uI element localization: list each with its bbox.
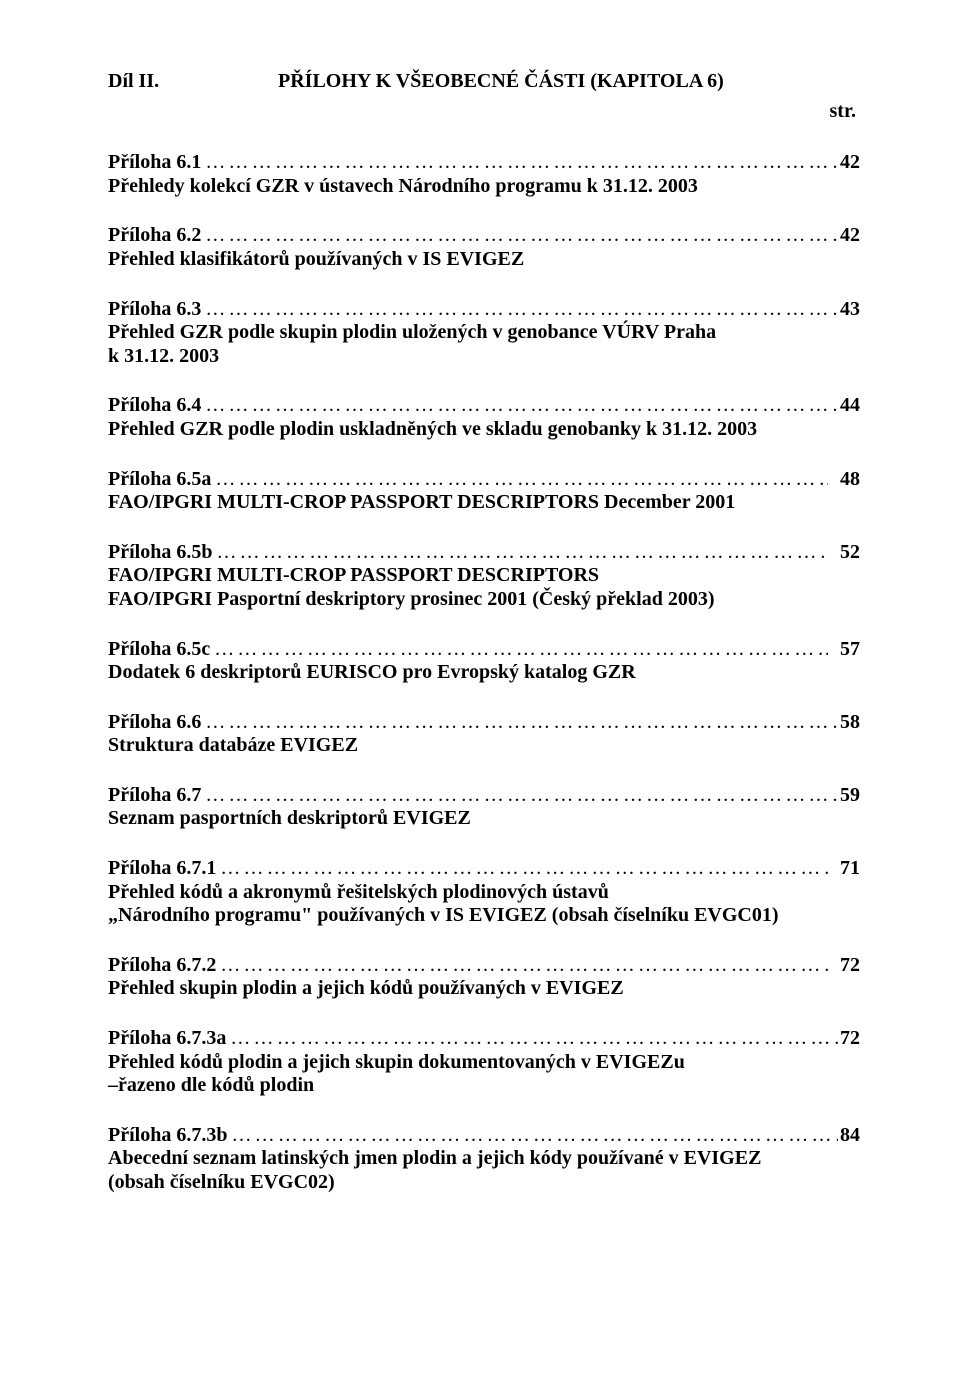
leader-dots [201,394,838,418]
toc-entry-description: Dodatek 6 deskriptorů EURISCO pro Evrops… [108,661,860,685]
header-right: PŘÍLOHY K VŠEOBECNÉ ČÁSTI (KAPITOLA 6) [278,70,860,94]
leader-dots [210,638,828,662]
toc-page-number: 42 [838,224,860,248]
toc-entry: Příloha 6.5a 48FAO/IPGRI MULTI-CROP PASS… [108,468,860,515]
toc-entry-title-row: Příloha 6.5b 52 [108,541,860,565]
toc-entry: Příloha 6.6 58Struktura databáze EVIGEZ [108,711,860,758]
toc-entry: Příloha 6.5b 52FAO/IPGRI MULTI-CROP PASS… [108,541,860,612]
page-num-gap [828,468,838,492]
toc-entry-description: Přehled skupin plodin a jejich kódů použ… [108,977,860,1001]
toc-entry-description: Abecední seznam latinských jmen plodin a… [108,1147,860,1171]
toc-entry-title: Příloha 6.7.3b [108,1124,227,1148]
toc-entry: Příloha 6.1 42Přehledy kolekcí GZR v ústa… [108,151,860,198]
toc-entry-description: Přehled GZR podle plodin uskladněných ve… [108,418,860,442]
toc-page-number: 52 [838,541,860,565]
toc-entry-description: FAO/IPGRI Pasportní deskriptory prosinec… [108,588,860,612]
toc-entry-description: Přehledy kolekcí GZR v ústavech Národníh… [108,175,860,199]
page-num-gap [828,638,838,662]
toc-entry: Příloha 6.5c 57Dodatek 6 deskriptorů EUR… [108,638,860,685]
toc-entry: Příloha 6.3 43Přehled GZR podle skupin pl… [108,298,860,369]
toc-entry-title-row: Příloha 6.5a 48 [108,468,860,492]
toc-entry-description: „Národního programu" používaných v IS EV… [108,904,860,928]
toc-entry-description: FAO/IPGRI MULTI-CROP PASSPORT DESCRIPTOR… [108,491,860,515]
toc-entry-title: Příloha 6.5b [108,541,212,565]
toc-entry: Příloha 6.7.1 71Přehled kódů a akronymů … [108,857,860,928]
toc-entry-title: Příloha 6.5c [108,638,210,662]
toc-entry: Příloha 6.7.2 72Přehled skupin plodin a … [108,954,860,1001]
toc-entry-title: Příloha 6.4 [108,394,201,418]
toc-page-number: 42 [838,151,860,175]
toc-page-number: 48 [838,468,860,492]
leader-dots [201,224,838,248]
toc-entry-title: Příloha 6.7 [108,784,201,808]
toc-page-number: 84 [838,1124,860,1148]
toc-entry-title: Příloha 6.3 [108,298,201,322]
toc-entry-description: (obsah číselníku EVGC02) [108,1171,860,1195]
leader-dots [226,1027,838,1051]
toc-entry-title-row: Příloha 6.7.2 72 [108,954,860,978]
toc-entry-title-row: Příloha 6.7.1 71 [108,857,860,881]
toc-entry-title: Příloha 6.7.3a [108,1027,226,1051]
toc-list: Příloha 6.142Přehledy kolekcí GZR v ústa… [108,151,860,1194]
page-num-gap [828,857,838,881]
leader-dots [216,857,828,881]
toc-entry-title: Příloha 6.5a [108,468,211,492]
leader-dots [216,954,828,978]
toc-entry-description: FAO/IPGRI MULTI-CROP PASSPORT DESCRIPTOR… [108,564,860,588]
leader-dots [227,1124,838,1148]
toc-entry: Příloha 6.7 59Seznam pasportních deskript… [108,784,860,831]
toc-entry: Příloha 6.7.3b 84Abecední seznam latinský… [108,1124,860,1195]
toc-page-number: 57 [838,638,860,662]
toc-entry-title: Příloha 6.7.2 [108,954,216,978]
leader-dots [212,541,828,565]
leader-dots [201,151,838,175]
leader-dots [211,468,828,492]
toc-page-number: 59 [838,784,860,808]
toc-entry-title-row: Příloha 6.7 59 [108,784,860,808]
header-row: Díl II. PŘÍLOHY K VŠEOBECNÉ ČÁSTI (KAPIT… [108,70,860,94]
toc-entry-description: Přehled kódů plodin a jejich skupin doku… [108,1051,860,1075]
toc-entry-title: Příloha 6.7.1 [108,857,216,881]
page-num-gap [828,954,838,978]
toc-entry: Příloha 6.2 42Přehled klasifikátorů použí… [108,224,860,271]
toc-entry-title: Příloha 6.1 [108,151,201,175]
header-left: Díl II. [108,70,278,94]
toc-entry-title-row: Příloha 6.6 58 [108,711,860,735]
toc-entry-title: Příloha 6.2 [108,224,201,248]
page-num-gap [828,541,838,565]
toc-page-number: 43 [838,298,860,322]
toc-entry-title-row: Příloha 6.1 42 [108,151,860,175]
header-str: str. [108,100,860,124]
toc-page-number: 72 [838,954,860,978]
toc-entry-description: Přehled GZR podle skupin plodin uloženýc… [108,321,860,345]
leader-dots [201,784,838,808]
toc-entry: Příloha 6.4 44Přehled GZR podle plodin us… [108,394,860,441]
toc-entry-description: –řazeno dle kódů plodin [108,1074,860,1098]
toc-page-number: 71 [838,857,860,881]
toc-entry-title-row: Příloha 6.7.3b 84 [108,1124,860,1148]
toc-entry-title-row: Příloha 6.5c 57 [108,638,860,662]
toc-page-number: 72 [838,1027,860,1051]
toc-entry-description: Přehled kódů a akronymů řešitelských plo… [108,881,860,905]
toc-entry-title-row: Příloha 6.7.3a 72 [108,1027,860,1051]
toc-page-number: 58 [838,711,860,735]
toc-entry-title-row: Příloha 6.3 43 [108,298,860,322]
toc-entry-description: Seznam pasportních deskriptorů EVIGEZ [108,807,860,831]
leader-dots [201,298,838,322]
page: Díl II. PŘÍLOHY K VŠEOBECNÉ ČÁSTI (KAPIT… [0,0,960,1281]
toc-entry-description: k 31.12. 2003 [108,345,860,369]
toc-entry-description: Struktura databáze EVIGEZ [108,734,860,758]
toc-entry-title-row: Příloha 6.2 42 [108,224,860,248]
toc-entry: Příloha 6.7.3a 72Přehled kódů plodin a je… [108,1027,860,1098]
toc-entry-title-row: Příloha 6.4 44 [108,394,860,418]
toc-entry-description: Přehled klasifikátorů používaných v IS E… [108,248,860,272]
leader-dots [201,711,838,735]
toc-entry-title: Příloha 6.6 [108,711,201,735]
toc-page-number: 44 [838,394,860,418]
